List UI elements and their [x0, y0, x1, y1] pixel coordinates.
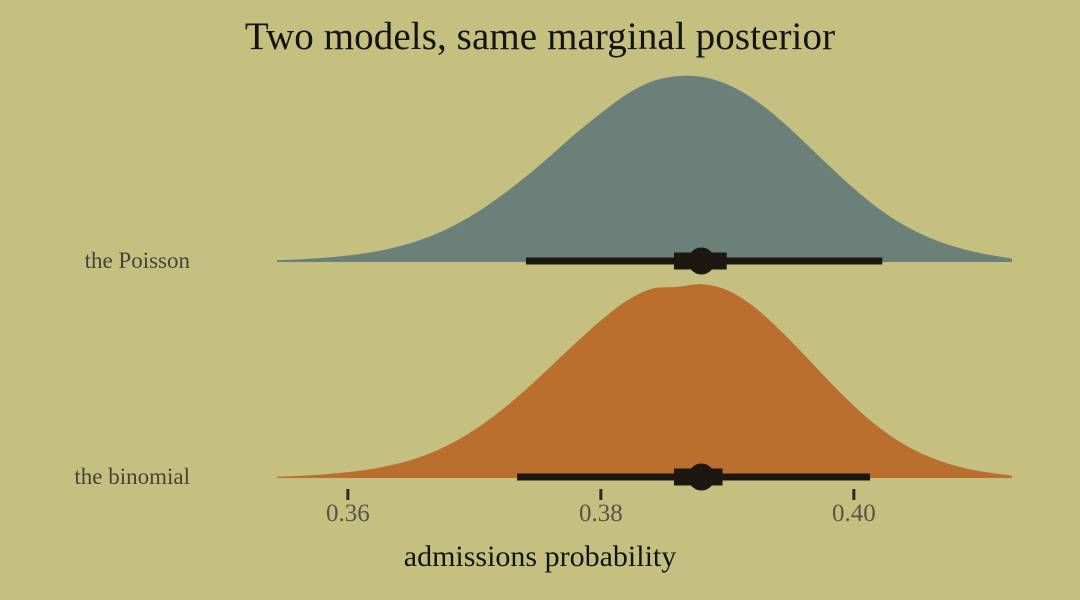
- x-tick-label-040: 0.40: [831, 500, 876, 527]
- x-tick-label-038: 0.38: [578, 500, 623, 527]
- point-estimate-poisson: [687, 247, 715, 275]
- x-axis-title: admissions probability: [403, 540, 677, 573]
- density-layer-poisson: [277, 75, 1012, 262]
- x-tick-mark: [346, 489, 350, 500]
- page-title: Two models, same marginal posterior: [244, 15, 836, 58]
- x-tick-mark: [852, 489, 856, 500]
- x-axis-tickmarks: [346, 489, 856, 500]
- density-layer-binomial: [277, 284, 1012, 478]
- x-tick-mark: [599, 489, 603, 500]
- interval-binomial: [517, 463, 871, 491]
- point-estimate-binomial: [687, 463, 715, 491]
- row-label-binomial: the binomial: [74, 464, 190, 489]
- row-label-poisson: the Poisson: [84, 248, 190, 273]
- density-area-poisson: [277, 75, 1012, 262]
- interval-poisson: [525, 247, 883, 275]
- density-area-binomial: [277, 284, 1012, 478]
- x-tick-label-036: 0.36: [325, 500, 370, 527]
